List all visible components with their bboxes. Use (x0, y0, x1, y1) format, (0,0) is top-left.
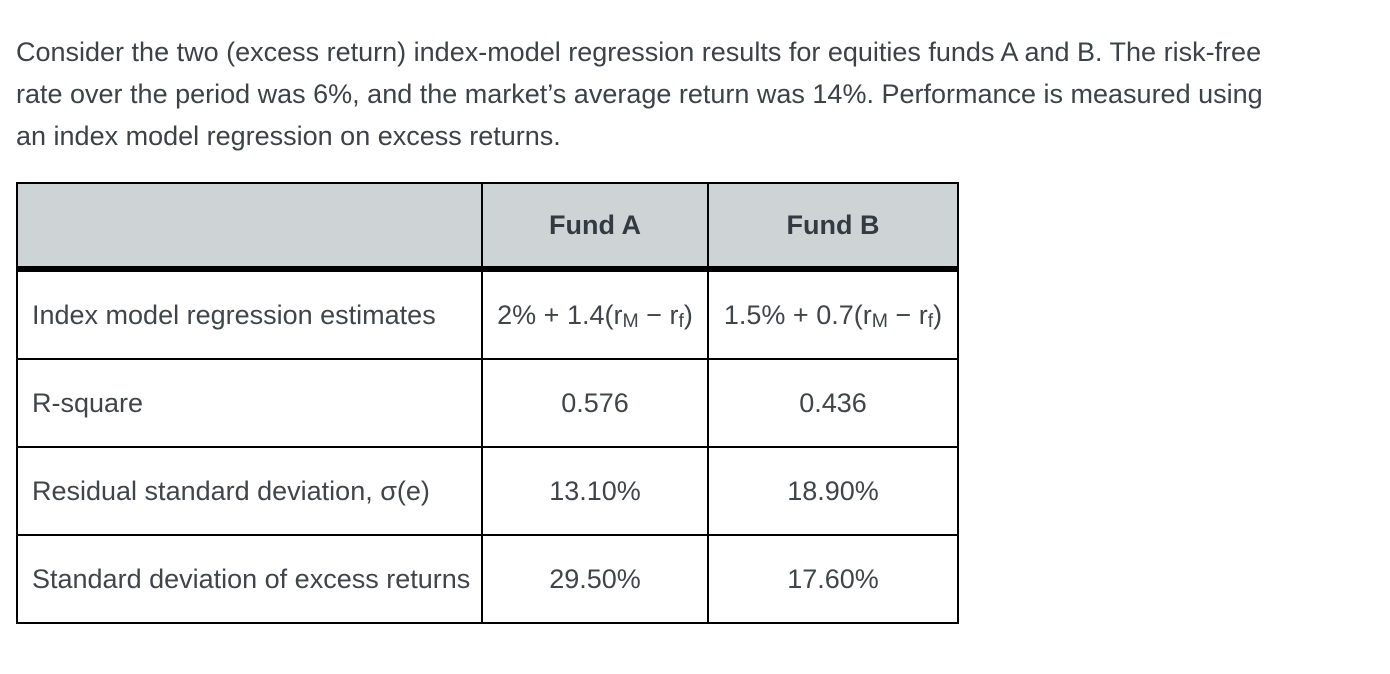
fund-b-regression-formula: 1.5% + 0.7(rM − rf) (707, 268, 959, 360)
table-header-row: Fund A Fund B (16, 182, 959, 272)
sd-excess-returns-label: Standard deviation of excess returns (16, 534, 483, 624)
formula-b-post: ) (933, 299, 943, 330)
table-row-residual-sd: Residual standard deviation, σ(e) 13.10%… (16, 446, 959, 536)
fund-b-header: Fund B (707, 182, 959, 272)
regression-estimates-label: Index model regression estimates (16, 268, 483, 360)
fund-b-r-square-value: 0.436 (707, 358, 959, 448)
fund-a-header: Fund A (481, 182, 709, 272)
intro-line-3: an index model regression on excess retu… (16, 121, 561, 151)
formula-a-sub-f: f (678, 310, 684, 333)
formula-a-pre: 2% + 1.4(r (497, 299, 623, 330)
fund-a-regression-formula: 2% + 1.4(rM − rf) (481, 268, 709, 360)
formula-a-mid: − r (638, 299, 679, 330)
fund-b-sd-excess-value: 17.60% (707, 534, 959, 624)
intro-line-1: Consider the two (excess return) index-m… (16, 37, 1262, 67)
table-row-sd-excess-returns: Standard deviation of excess returns 29.… (16, 534, 959, 624)
residual-sd-label: Residual standard deviation, σ(e) (16, 446, 483, 536)
intro-paragraph: Consider the two (excess return) index-m… (16, 31, 1390, 157)
document-page: Consider the two (excess return) index-m… (0, 31, 1390, 674)
fund-b-residual-sd-value: 18.90% (707, 446, 959, 536)
metric-header-cell (16, 182, 483, 272)
table-row-r-square: R-square 0.576 0.436 (16, 358, 959, 448)
fund-a-r-square-value: 0.576 (481, 358, 709, 448)
formula-a-post: ) (683, 299, 693, 330)
fund-a-sd-excess-value: 29.50% (481, 534, 709, 624)
regression-results-table: Fund A Fund B Index model regression est… (16, 182, 959, 624)
fund-a-residual-sd-value: 13.10% (481, 446, 709, 536)
r-square-label: R-square (16, 358, 483, 448)
formula-b-pre: 1.5% + 0.7(r (723, 299, 872, 330)
formula-b-mid: − r (887, 299, 928, 330)
formula-a-sub-m: M (622, 310, 639, 333)
intro-line-2: rate over the period was 6%, and the mar… (16, 79, 1263, 109)
table-row-regression-estimates: Index model regression estimates 2% + 1.… (16, 268, 959, 360)
formula-b-sub-f: f (927, 310, 934, 333)
formula-b-sub-m: M (871, 310, 888, 333)
